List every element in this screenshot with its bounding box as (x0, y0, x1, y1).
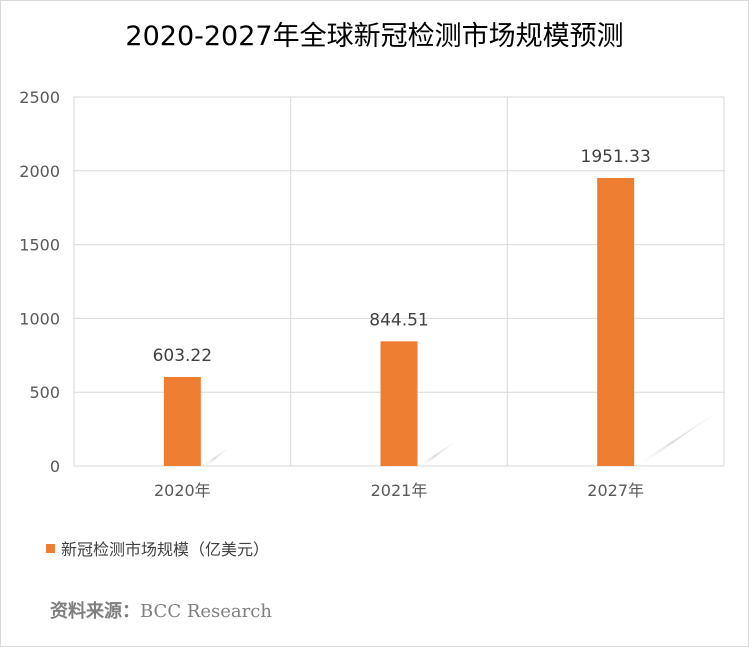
y-tick-label: 1500 (19, 236, 60, 255)
x-tick-label: 2020年 (154, 481, 211, 500)
legend-swatch (46, 543, 55, 553)
data-label: 844.51 (369, 310, 428, 330)
data-label: 1951.33 (581, 147, 651, 167)
legend: 新冠检测市场规模（亿美元） (46, 538, 270, 559)
legend-label: 新冠检测市场规模（亿美元） (61, 540, 270, 559)
x-tick-label: 2021年 (371, 481, 428, 500)
bar-shadows (200, 414, 715, 466)
chart-title: 2020-2027年全球新冠检测市场规模预测 (125, 21, 624, 52)
bar (163, 376, 201, 466)
bar (380, 341, 418, 466)
data-labels: 603.22 844.51 1951.33 (153, 147, 651, 366)
x-tick-label: 2027年 (587, 481, 644, 500)
bars (163, 177, 635, 466)
x-axis-ticks: 2020年 2021年 2027年 (154, 481, 644, 500)
source-note: 资料来源：BCC Research (50, 597, 272, 623)
bar-shadow (417, 442, 455, 466)
source-label: 资料来源： (50, 601, 140, 622)
y-tick-label: 0 (50, 457, 60, 476)
y-axis-ticks: 0 500 1000 1500 2000 2500 (19, 88, 60, 476)
y-tick-label: 500 (29, 383, 60, 402)
bar (597, 177, 635, 466)
bar-shadow (200, 448, 229, 466)
y-tick-label: 1000 (19, 309, 60, 328)
y-tick-label: 2000 (19, 162, 60, 181)
bar-shadow (634, 414, 715, 466)
source-value: BCC Research (140, 601, 272, 622)
data-label: 603.22 (153, 346, 212, 366)
y-tick-label: 2500 (19, 88, 60, 107)
